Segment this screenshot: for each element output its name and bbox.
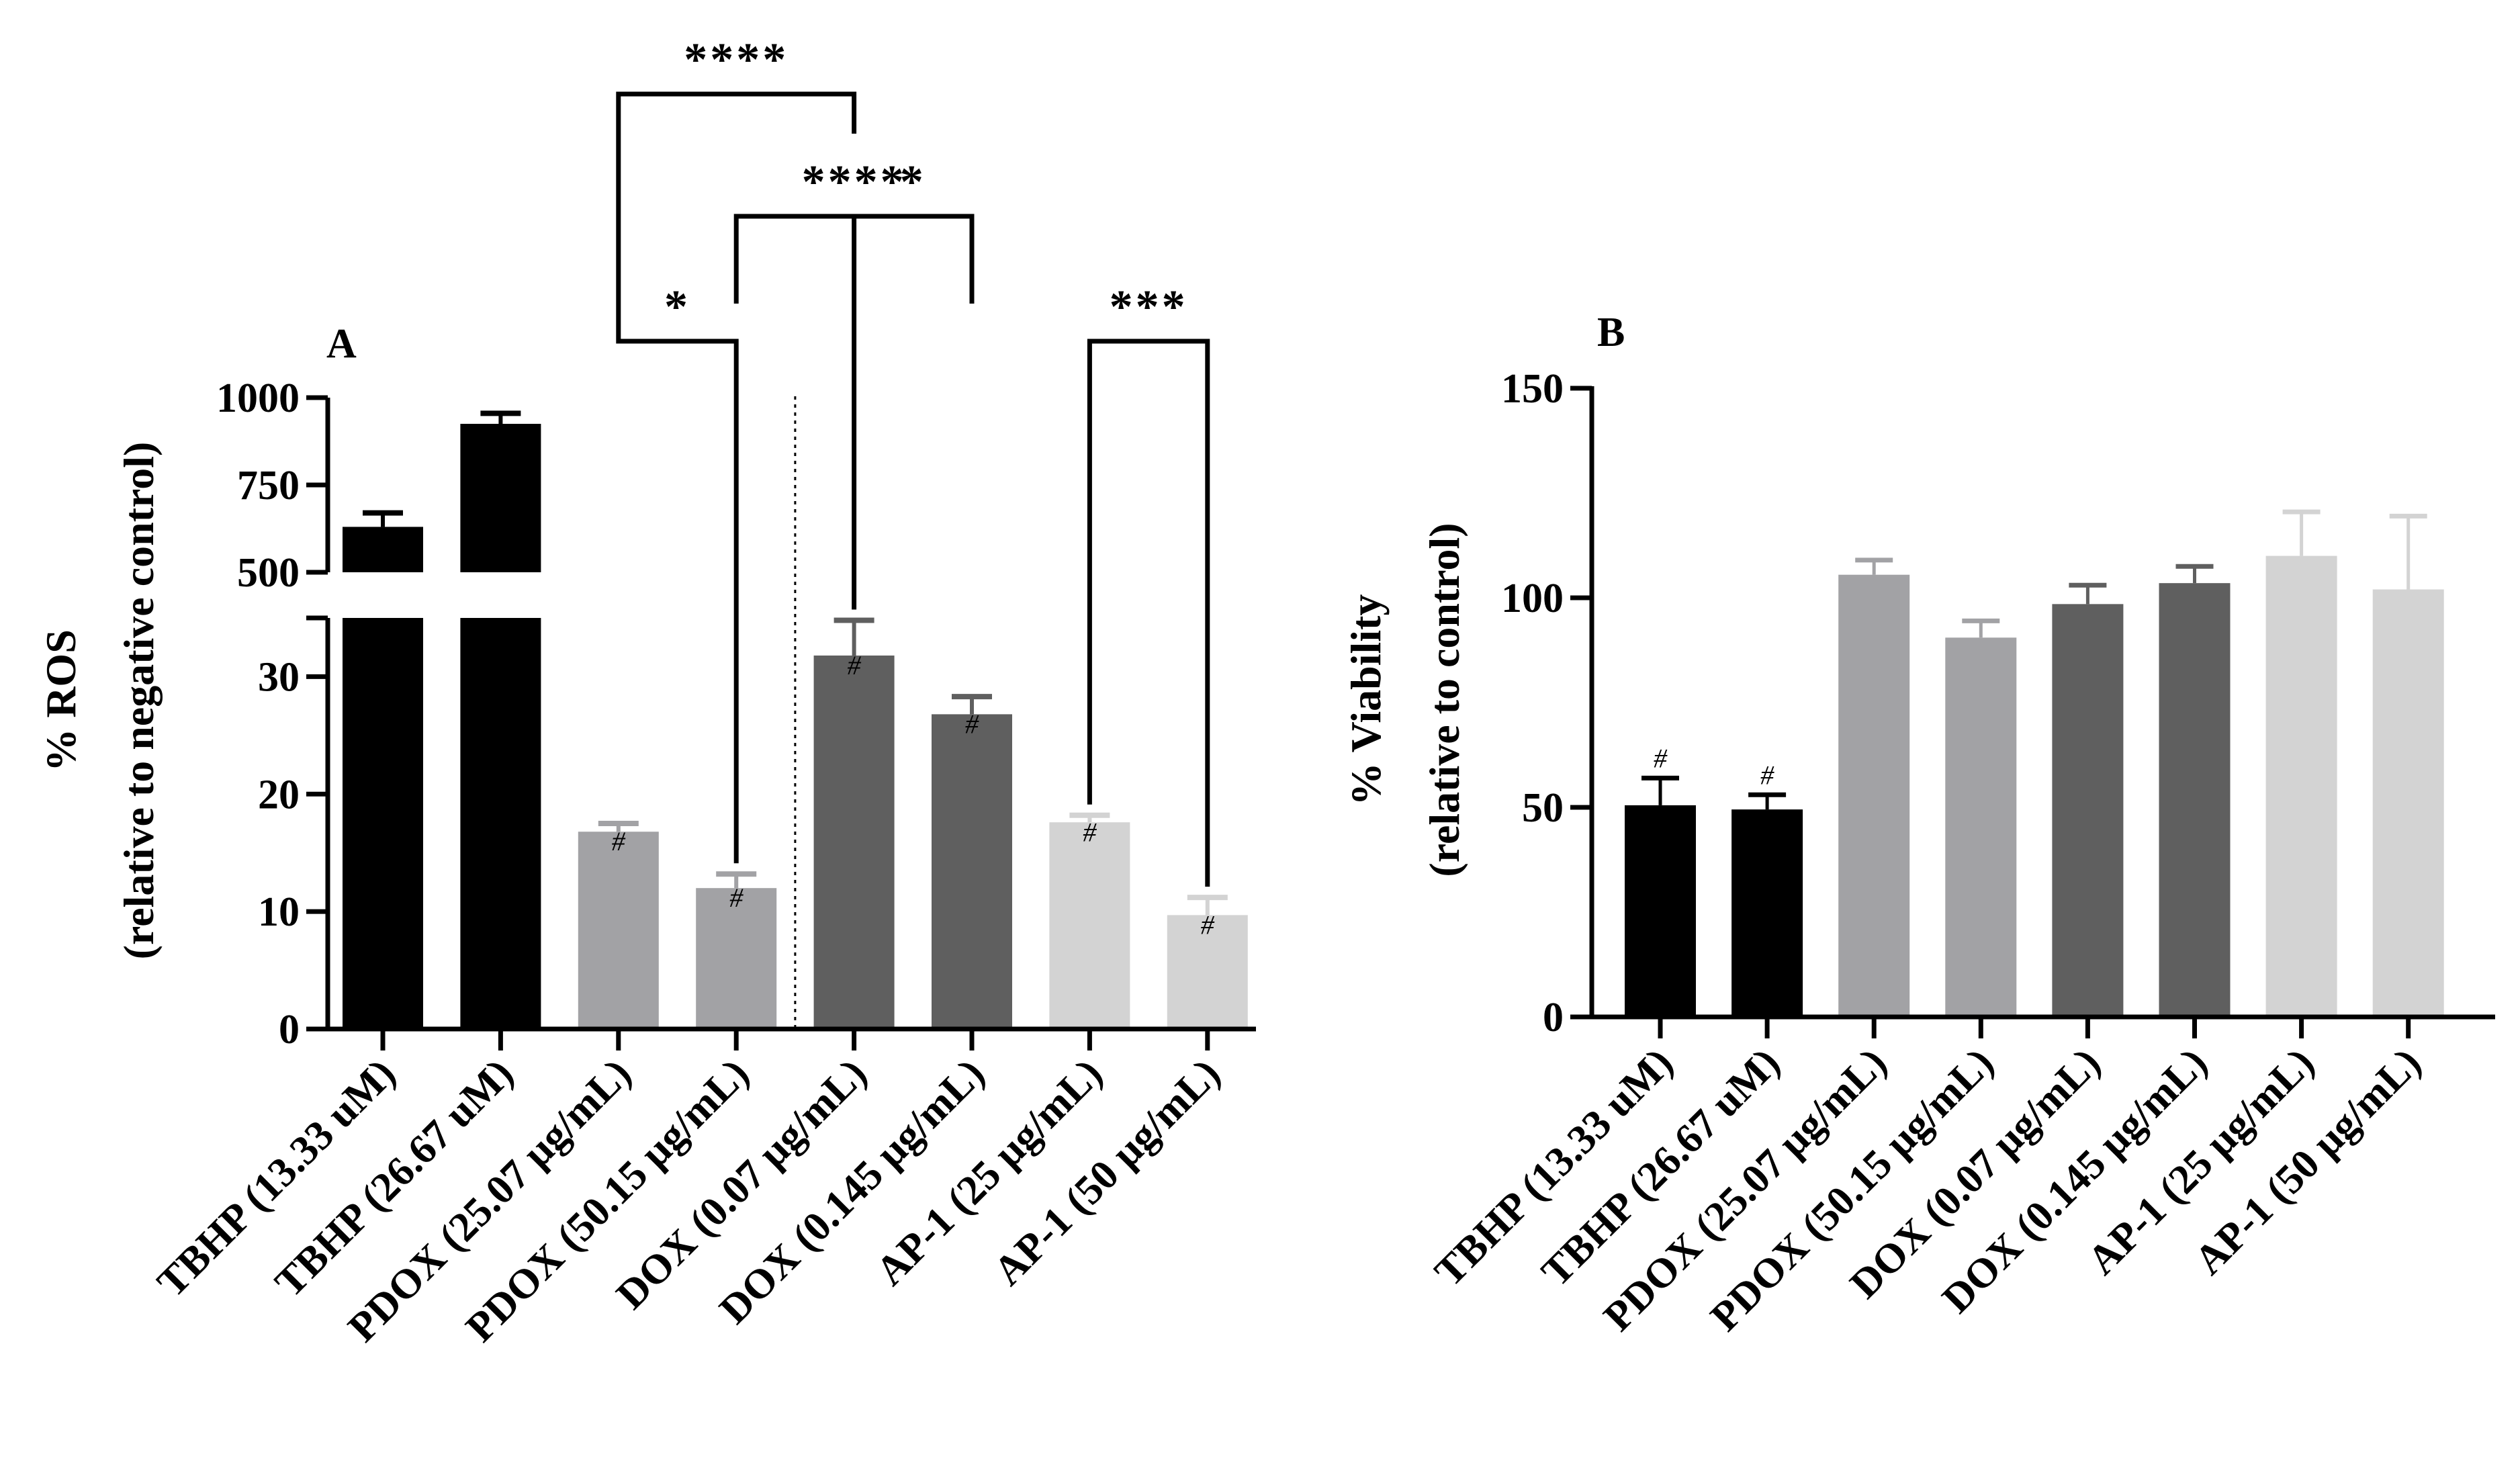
panel-a-sig-label-1: **** xyxy=(802,157,907,208)
panel-b-hash-1: # xyxy=(1760,760,1774,790)
panel-a-sig-label-4: *** xyxy=(1110,281,1188,333)
panel-a-sig-bracket-0 xyxy=(616,91,857,304)
panel-a-label: A xyxy=(326,321,357,367)
panel-a-ytick-label-lower-3: 30 xyxy=(258,654,300,700)
panel-a-ytick-label-upper-1: 750 xyxy=(237,463,300,508)
panel-a-sig-bracket-4 xyxy=(1087,339,1210,887)
panel-a-hash-2: # xyxy=(612,826,626,856)
panel-a-sig-label-2: * xyxy=(664,281,690,333)
panel-b-hash-0: # xyxy=(1654,743,1668,773)
panel-b-ytick-label-0: 0 xyxy=(1543,995,1564,1040)
panel-b-bar-5 xyxy=(2159,583,2231,1017)
panel-a-sig-bracket-3 xyxy=(852,214,975,610)
panel-a-bars: # # # # # # xyxy=(343,396,1248,1029)
panel-a-hash-4: # xyxy=(848,650,862,680)
panel-a-bar-0-upper xyxy=(343,527,423,572)
panel-b-bar-7 xyxy=(2372,589,2444,1017)
panel-a-ros-chart: A # # # # # # 0 10 20 30 500 750 1000 TBHP (13.33 u… xyxy=(37,34,1256,1351)
panel-a-bar-6 xyxy=(1049,822,1130,1029)
panel-a-category-label-7: AP-1 (50 µg/mL) xyxy=(985,1051,1229,1294)
panel-b-label: B xyxy=(1597,310,1625,355)
panel-a-ytick-label-lower-2: 20 xyxy=(258,772,300,817)
panel-b-ylabel-line1: % Viability xyxy=(1342,594,1390,806)
panel-a-ytick-label-upper-0: 500 xyxy=(237,550,300,596)
panel-a-significance-brackets: ************* xyxy=(616,34,1210,887)
panel-a-bar-2 xyxy=(578,832,659,1029)
panel-a-bar-7 xyxy=(1167,915,1248,1029)
panel-b-bar-6 xyxy=(2265,555,2337,1017)
panel-a-y-axis: 0 10 20 30 500 750 1000 xyxy=(216,375,1256,1053)
panel-b-bar-4 xyxy=(2052,604,2124,1017)
panel-b-bar-3 xyxy=(1945,637,2017,1017)
panel-a-sig-label-3: * xyxy=(900,157,926,208)
panel-a-bar-0-lower xyxy=(343,618,423,1029)
panel-b-category-labels: TBHP (13.33 uM)TBHP (26.67 uM)PDOX (25.0… xyxy=(1426,1017,2430,1340)
panel-a-category-labels: TBHP (13.33 uM)TBHP (26.67 uM)PDOX (25.0… xyxy=(148,1029,1229,1351)
panel-b-bars: ## xyxy=(1625,509,2444,1017)
panel-a-hash-6: # xyxy=(1083,817,1097,847)
panel-a-bar-3 xyxy=(696,888,777,1029)
panel-a-hash-7: # xyxy=(1201,909,1215,940)
panel-a-bar-1-upper xyxy=(460,424,541,572)
panel-a-bar-4 xyxy=(813,655,895,1029)
panel-a-hash-3: # xyxy=(729,883,744,913)
panel-b-ytick-label-1: 50 xyxy=(1522,785,1564,831)
panel-b-bar-2 xyxy=(1838,574,1910,1017)
panel-a-ytick-label-lower-0: 0 xyxy=(279,1007,300,1053)
panel-b-ylabel-line2: (relative to control) xyxy=(1421,523,1468,877)
panel-b-ytick-label-2: 100 xyxy=(1501,576,1564,621)
panel-b-bar-1 xyxy=(1731,809,1803,1017)
panel-b-y-axis: 0 50 100 150 xyxy=(1501,366,2495,1040)
panel-a-bar-5 xyxy=(932,714,1012,1029)
panel-a-sig-bracket-2 xyxy=(616,304,739,864)
panel-a-ytick-label-lower-1: 10 xyxy=(258,889,300,935)
panel-a-hash-5: # xyxy=(965,709,979,739)
panel-b-ytick-label-3: 150 xyxy=(1501,366,1564,412)
panel-a-ytick-label-upper-2: 1000 xyxy=(216,375,300,421)
panel-a-sig-label-0: **** xyxy=(684,34,789,86)
panel-a-bar-1-lower xyxy=(460,618,541,1029)
panel-a-ylabel-line2: (relative to negative control) xyxy=(115,442,163,960)
panel-a-ylabel-line1: % ROS xyxy=(37,629,85,772)
panel-b-bar-0 xyxy=(1625,805,1696,1017)
